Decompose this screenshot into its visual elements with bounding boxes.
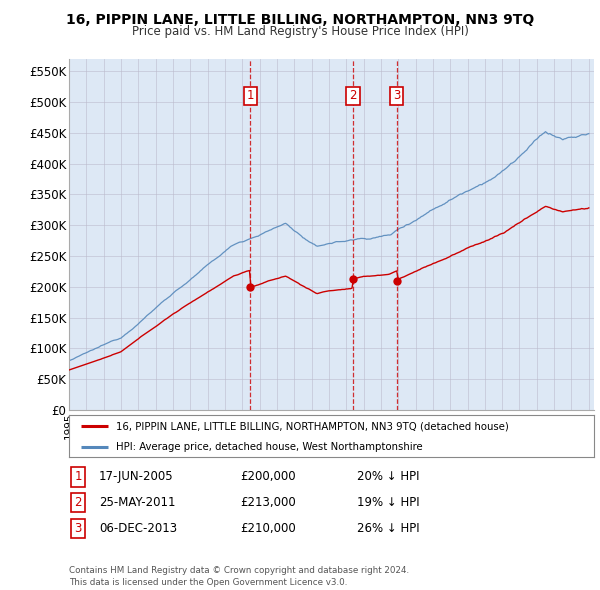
Text: 2: 2: [349, 90, 357, 103]
Text: 19% ↓ HPI: 19% ↓ HPI: [357, 496, 419, 509]
Text: 3: 3: [393, 90, 401, 103]
Text: £210,000: £210,000: [240, 522, 296, 535]
Text: Contains HM Land Registry data © Crown copyright and database right 2024.
This d: Contains HM Land Registry data © Crown c…: [69, 566, 409, 587]
Text: 3: 3: [74, 522, 82, 535]
Text: 1: 1: [247, 90, 254, 103]
Text: 26% ↓ HPI: 26% ↓ HPI: [357, 522, 419, 535]
Text: Price paid vs. HM Land Registry's House Price Index (HPI): Price paid vs. HM Land Registry's House …: [131, 25, 469, 38]
Text: 20% ↓ HPI: 20% ↓ HPI: [357, 470, 419, 483]
Text: £200,000: £200,000: [240, 470, 296, 483]
Text: 25-MAY-2011: 25-MAY-2011: [99, 496, 176, 509]
Text: 2: 2: [74, 496, 82, 509]
Text: 17-JUN-2005: 17-JUN-2005: [99, 470, 173, 483]
Text: 06-DEC-2013: 06-DEC-2013: [99, 522, 177, 535]
Text: £213,000: £213,000: [240, 496, 296, 509]
Text: 16, PIPPIN LANE, LITTLE BILLING, NORTHAMPTON, NN3 9TQ (detached house): 16, PIPPIN LANE, LITTLE BILLING, NORTHAM…: [116, 421, 509, 431]
Text: HPI: Average price, detached house, West Northamptonshire: HPI: Average price, detached house, West…: [116, 442, 423, 453]
Text: 1: 1: [74, 470, 82, 483]
Text: 16, PIPPIN LANE, LITTLE BILLING, NORTHAMPTON, NN3 9TQ: 16, PIPPIN LANE, LITTLE BILLING, NORTHAM…: [66, 13, 534, 27]
